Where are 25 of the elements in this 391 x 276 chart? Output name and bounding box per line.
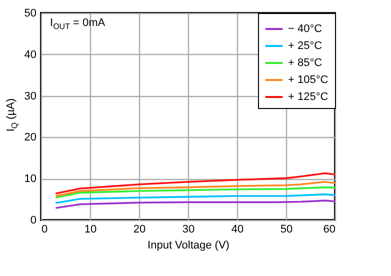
x-tick-label: 60	[323, 224, 336, 236]
legend-label: − 40°C	[288, 23, 322, 35]
x-axis-title: Input Voltage (V)	[148, 240, 230, 252]
annotation: I$_{OUT}$ = 0mA	[50, 17, 106, 32]
y-tick-label: 0	[30, 214, 36, 226]
line-series	[54, 181, 336, 197]
x-tick-label: 10	[84, 224, 97, 236]
x-tick-label: 30	[182, 224, 195, 236]
line-series	[54, 186, 336, 199]
y-tick-label: 20	[24, 132, 36, 144]
x-tick-label: 0	[42, 224, 48, 236]
legend-label: + 125°C	[288, 91, 328, 103]
x-tick-label: 20	[133, 224, 146, 236]
x-tick-label: 40	[231, 224, 244, 236]
y-tick-label: 30	[24, 90, 36, 102]
line-series	[54, 172, 336, 194]
legend-label: + 85°C	[288, 57, 322, 69]
y-tick-label: 50	[24, 8, 36, 20]
legend-label: + 105°C	[288, 74, 328, 86]
x-tick-label: 50	[280, 224, 293, 236]
line-series	[54, 193, 336, 204]
line-series	[54, 200, 336, 209]
y-tick-label: 10	[24, 173, 36, 186]
legend-label: + 25°C	[288, 40, 322, 52]
y-tick-label: 40	[24, 48, 36, 61]
